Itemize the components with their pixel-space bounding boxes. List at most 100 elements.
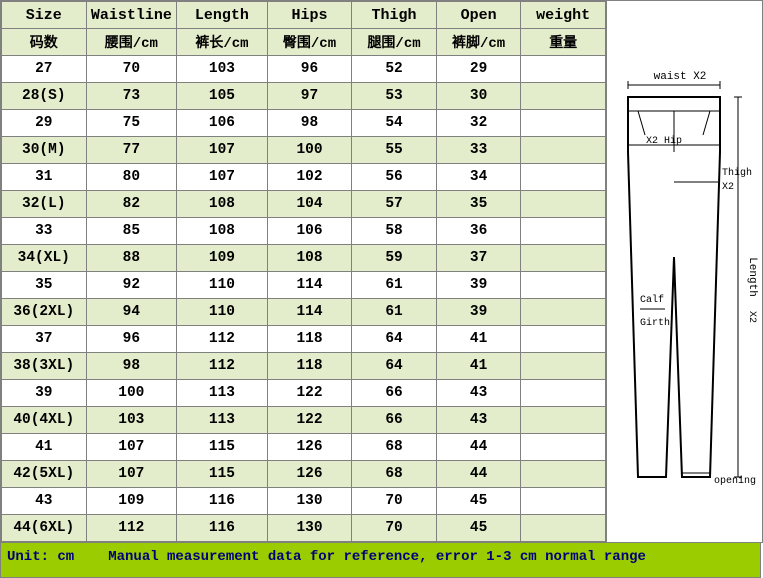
- cell: 56: [352, 164, 437, 191]
- thigh-x2-label: X2: [722, 182, 734, 193]
- cell: 97: [267, 83, 352, 110]
- cell: 37: [436, 245, 521, 272]
- pants-diagram: waist X2 X2 Hip Thigh X2 Calf Girth: [607, 1, 762, 542]
- table-row: 36(2XL)941101146139: [2, 299, 606, 326]
- cell: 44: [436, 434, 521, 461]
- cell: 66: [352, 380, 437, 407]
- col-header-en: Length: [177, 2, 268, 29]
- col-header-cn: 裤脚/cm: [436, 29, 521, 56]
- cell: 109: [86, 488, 177, 515]
- opening-label: opening X2: [714, 475, 760, 487]
- cell: 77: [86, 137, 177, 164]
- cell: 29: [2, 110, 87, 137]
- footer-text: Manual measurement data for reference, e…: [108, 549, 646, 565]
- table-row: 32(L)821081045735: [2, 191, 606, 218]
- table-row: 28(S)73105975330: [2, 83, 606, 110]
- col-header-en: Waistline: [86, 2, 177, 29]
- cell: 73: [86, 83, 177, 110]
- cell: [521, 407, 606, 434]
- cell: 70: [352, 488, 437, 515]
- col-header-en: Size: [2, 2, 87, 29]
- col-header-cn: 裤长/cm: [177, 29, 268, 56]
- col-header-cn: 臀围/cm: [267, 29, 352, 56]
- cell: 66: [352, 407, 437, 434]
- cell: [521, 353, 606, 380]
- cell: 107: [86, 461, 177, 488]
- cell: 36: [436, 218, 521, 245]
- cell: 115: [177, 461, 268, 488]
- cell: 94: [86, 299, 177, 326]
- cell: 100: [267, 137, 352, 164]
- cell: [521, 299, 606, 326]
- header-row-cn: 码数腰围/cm裤长/cm臀围/cm腿围/cm裤脚/cm重量: [2, 29, 606, 56]
- cell: 118: [267, 353, 352, 380]
- cell: 28(S): [2, 83, 87, 110]
- cell: 44(6XL): [2, 515, 87, 542]
- cell: 39: [436, 299, 521, 326]
- cell: 57: [352, 191, 437, 218]
- cell: 88: [86, 245, 177, 272]
- cell: 45: [436, 488, 521, 515]
- cell: [521, 245, 606, 272]
- col-header-cn: 重量: [521, 29, 606, 56]
- size-table-container: SizeWaistlineLengthHipsThighOpenweight 码…: [1, 1, 607, 542]
- cell: 114: [267, 299, 352, 326]
- thigh-label: Thigh: [722, 167, 752, 179]
- cell: 115: [177, 434, 268, 461]
- cell: 118: [267, 326, 352, 353]
- cell: [521, 110, 606, 137]
- table-row: 35921101146139: [2, 272, 606, 299]
- cell: 114: [267, 272, 352, 299]
- cell: 58: [352, 218, 437, 245]
- waist-label: waist X2: [653, 71, 706, 83]
- cell: 34(XL): [2, 245, 87, 272]
- cell: [521, 191, 606, 218]
- cell: [521, 137, 606, 164]
- cell: 34: [436, 164, 521, 191]
- table-row: 34(XL)881091085937: [2, 245, 606, 272]
- cell: 43: [436, 380, 521, 407]
- cell: 55: [352, 137, 437, 164]
- cell: 104: [267, 191, 352, 218]
- cell: 126: [267, 434, 352, 461]
- cell: 75: [86, 110, 177, 137]
- cell: 52: [352, 56, 437, 83]
- cell: 33: [2, 218, 87, 245]
- cell: [521, 56, 606, 83]
- cell: 130: [267, 515, 352, 542]
- cell: 32: [436, 110, 521, 137]
- cell: 70: [352, 515, 437, 542]
- size-chart: SizeWaistlineLengthHipsThighOpenweight 码…: [0, 0, 763, 543]
- cell: 107: [177, 164, 268, 191]
- cell: [521, 461, 606, 488]
- table-row: 42(5XL)1071151266844: [2, 461, 606, 488]
- calf-label: Calf: [640, 294, 664, 306]
- cell: 29: [436, 56, 521, 83]
- cell: 116: [177, 515, 268, 542]
- cell: 64: [352, 326, 437, 353]
- footer-unit: Unit: cm: [7, 549, 74, 565]
- cell: 30(M): [2, 137, 87, 164]
- col-header-en: Open: [436, 2, 521, 29]
- cell: 44: [436, 461, 521, 488]
- cell: 64: [352, 353, 437, 380]
- cell: 98: [267, 110, 352, 137]
- cell: 45: [436, 515, 521, 542]
- cell: 106: [267, 218, 352, 245]
- size-table-body: 277010396522928(S)7310597533029751069854…: [2, 56, 606, 542]
- cell: 106: [177, 110, 268, 137]
- cell: 39: [2, 380, 87, 407]
- header-row-en: SizeWaistlineLengthHipsThighOpenweight: [2, 2, 606, 29]
- cell: 116: [177, 488, 268, 515]
- cell: 31: [2, 164, 87, 191]
- cell: 108: [177, 191, 268, 218]
- cell: 98: [86, 353, 177, 380]
- cell: 109: [177, 245, 268, 272]
- cell: 122: [267, 407, 352, 434]
- cell: 53: [352, 83, 437, 110]
- cell: 54: [352, 110, 437, 137]
- cell: 61: [352, 299, 437, 326]
- cell: 68: [352, 461, 437, 488]
- cell: [521, 218, 606, 245]
- cell: 42(5XL): [2, 461, 87, 488]
